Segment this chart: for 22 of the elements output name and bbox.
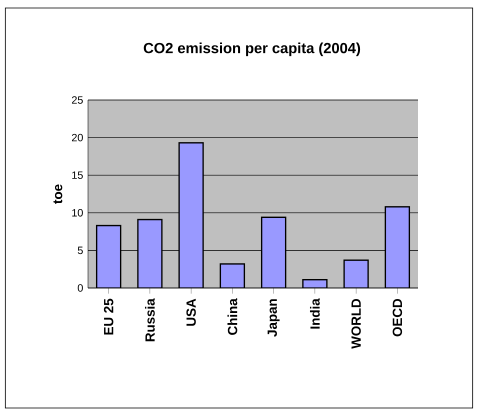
x-tick-label: India (310, 298, 320, 329)
bar (178, 142, 204, 288)
y-tick-label: 25 (72, 96, 83, 104)
bar (137, 218, 163, 288)
y-tick-label: 20 (72, 134, 83, 142)
y-tick-label: 5 (78, 246, 83, 254)
y-tick-label: 10 (72, 209, 83, 217)
y-tick-label: 0 (78, 284, 83, 292)
x-tick-label: Japan (268, 299, 280, 337)
chart-title: CO2 emission per capita (2004) (144, 42, 360, 56)
bar (96, 224, 122, 288)
bar (220, 263, 246, 288)
bar (260, 216, 286, 288)
y-tick-label: 15 (72, 171, 83, 179)
x-tick-label: USA (186, 298, 196, 326)
x-tick-label: Russia (144, 298, 155, 342)
y-axis-title: toe (53, 184, 62, 204)
x-tick-label: China (227, 298, 238, 335)
x-tick-label: WORLD (351, 298, 361, 349)
x-tick-label: OECD (392, 298, 402, 336)
x-tick-label: EU 25 (104, 298, 114, 335)
bar (384, 206, 410, 288)
